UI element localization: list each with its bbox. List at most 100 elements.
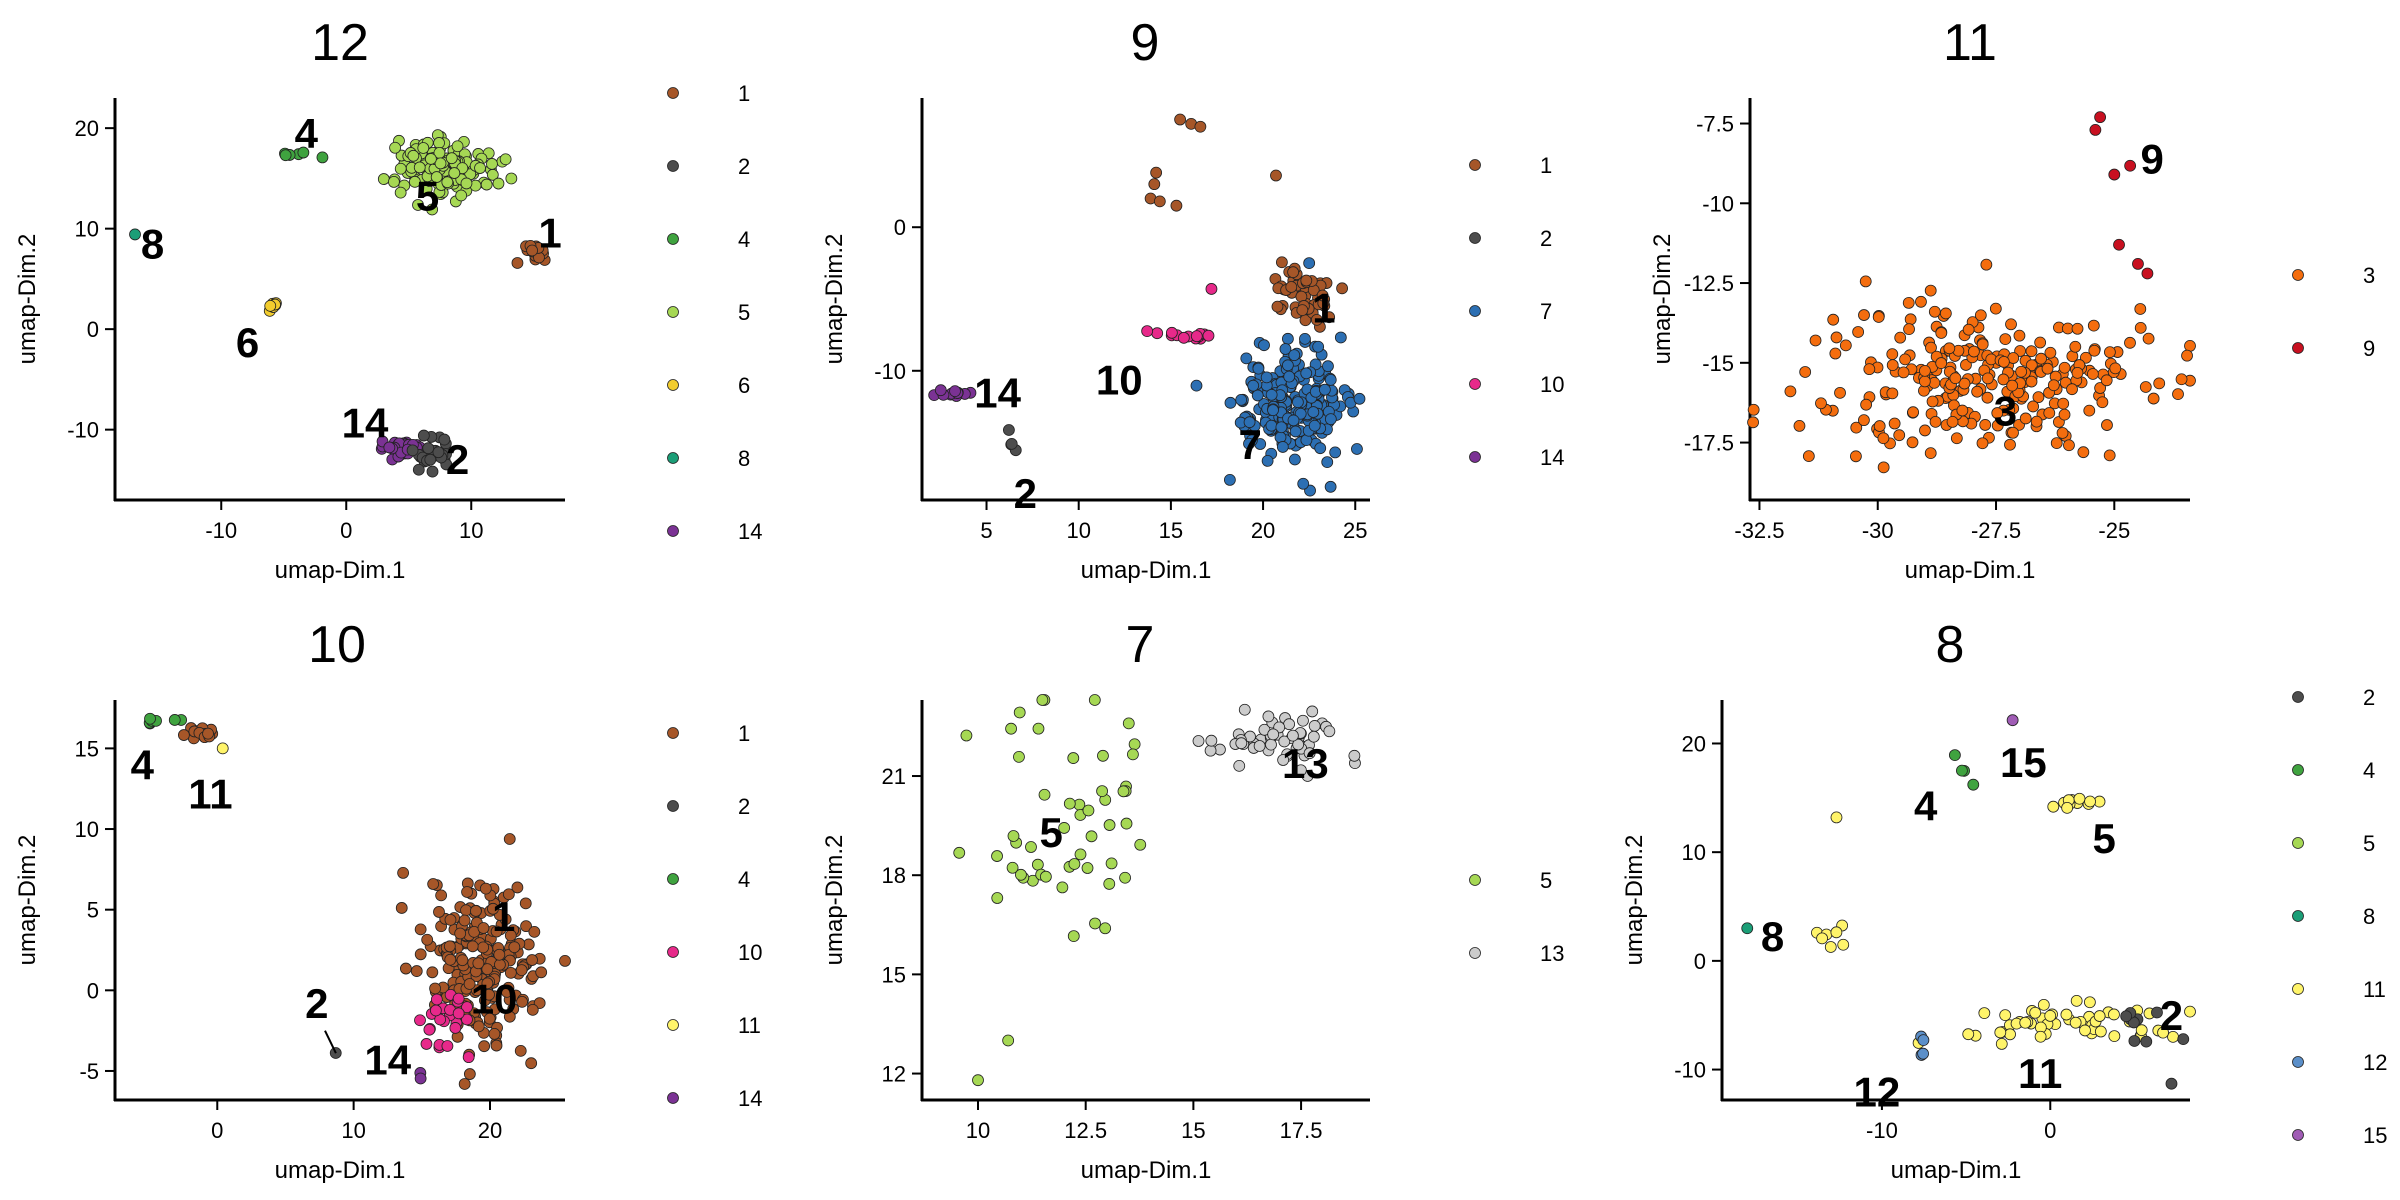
panel-5: 7 10 12.5 15 17.5 12 15 18 21 umap-Dim.1 umap-Dim.… [821,616,1564,1184]
point-cluster-1 [559,955,571,967]
legend-label: 13 [1540,941,1564,966]
point-cluster-3 [1873,420,1886,432]
point-cluster-3 [1850,450,1862,463]
legend-swatch-2 [667,160,679,172]
point-cluster-14 [934,384,947,397]
point-cluster-2 [2120,1010,2133,1023]
point-cluster-3 [1903,323,1915,336]
point-cluster-3 [2087,319,2100,332]
x-axis-label: umap-Dim.1 [275,557,406,584]
y-tick-label: 0 [1694,949,1706,974]
point-cluster-5 [1068,858,1081,870]
point-cluster-9 [2141,267,2154,280]
y-tick-label: -10 [874,359,906,384]
point-cluster-13 [1205,734,1218,747]
point-cluster-11 [2073,792,2086,805]
point-cluster-3 [1980,258,1993,271]
point-cluster-7 [1224,396,1237,409]
point-cluster-3 [1877,432,1890,445]
point-cluster-3 [1991,407,2004,419]
point-cluster-11 [2157,1026,2169,1039]
x-tick-label: 15 [1159,518,1183,543]
point-cluster-1 [427,878,440,890]
x-tick-label: 0 [2044,1118,2056,1143]
point-cluster-1 [1296,304,1309,317]
legend-label: 5 [1540,868,1552,893]
point-cluster-3 [1919,424,1931,437]
point-cluster-1 [526,954,538,966]
legend-swatch-9 [2292,342,2304,354]
point-cluster-3 [1747,416,1759,429]
point-cluster-1 [461,886,473,898]
point-cluster-11 [1837,938,1850,951]
point-cluster-3 [2063,439,2075,452]
legend-label: 2 [2363,685,2375,710]
point-cluster-1 [478,1040,491,1053]
point-cluster-1 [1153,195,1166,208]
point-cluster-3 [2181,349,2193,362]
point-cluster-5 [1103,878,1116,890]
y-tick-label: 20 [75,116,99,141]
point-cluster-5 [1127,748,1139,761]
point-cluster-5 [413,161,426,174]
point-cluster-3 [2094,382,2107,394]
y-axis-label: umap-Dim.2 [1649,234,1676,365]
point-cluster-5 [460,177,473,190]
point-cluster-3 [2175,373,2188,386]
point-cluster-2 [412,463,425,476]
point-cluster-1 [433,906,445,918]
point-cluster-13 [1323,725,1336,738]
point-cluster-3 [1976,338,1989,351]
point-cluster-3 [1850,421,1863,434]
point-cluster-13 [1294,764,1307,777]
point-cluster-3 [2015,365,2028,378]
point-cluster-1 [397,866,410,879]
x-tick-label: 17.5 [1280,1118,1323,1143]
point-cluster-1 [481,977,494,990]
point-cluster-11 [2060,1008,2073,1021]
legend-swatch-11 [2292,983,2304,995]
point-cluster-10 [414,1014,426,1027]
point-cluster-3 [2134,321,2147,334]
cluster-label: 8 [1761,913,1784,960]
point-cluster-13 [1348,749,1361,762]
x-tick-label: -27.5 [1971,518,2021,543]
point-cluster-3 [1830,331,1843,344]
point-cluster-3 [2004,438,2016,451]
cluster-label: 1 [1312,285,1335,332]
point-cluster-3 [2056,427,2069,439]
point-cluster-10 [1141,325,1154,337]
point-cluster-7 [1235,393,1248,406]
point-cluster-5 [1036,694,1049,706]
point-cluster-3 [1924,447,1937,460]
point-cluster-3 [1852,326,1865,338]
y-tick-label: 15 [75,736,99,761]
point-cluster-3 [1886,348,1899,361]
legend-label: 9 [2363,336,2375,361]
point-cluster-1 [410,965,423,977]
point-cluster-5 [1063,797,1076,810]
point-cluster-8 [129,228,141,241]
point-cluster-5 [394,162,407,175]
point-cluster-5 [412,199,424,211]
point-cluster-3 [2077,446,2090,459]
points-layer [953,694,1361,1087]
point-cluster-2 [438,433,451,446]
legend-swatch-2 [2292,691,2304,703]
point-cluster-1 [504,966,517,979]
legend-label: 6 [738,373,750,398]
point-cluster-5 [1103,819,1116,831]
panel-title: 7 [1126,616,1155,674]
point-cluster-11 [2061,801,2074,814]
point-cluster-3 [1860,398,1873,411]
point-cluster-7 [1288,349,1301,362]
point-cluster-3 [2172,388,2184,401]
point-cluster-1 [1194,120,1207,133]
point-cluster-3 [1907,406,1919,419]
point-cluster-3 [2058,408,2071,421]
point-cluster-3 [1859,275,1872,288]
point-cluster-1 [477,941,490,954]
point-cluster-1 [472,957,485,970]
point-cluster-3 [1839,339,1852,352]
